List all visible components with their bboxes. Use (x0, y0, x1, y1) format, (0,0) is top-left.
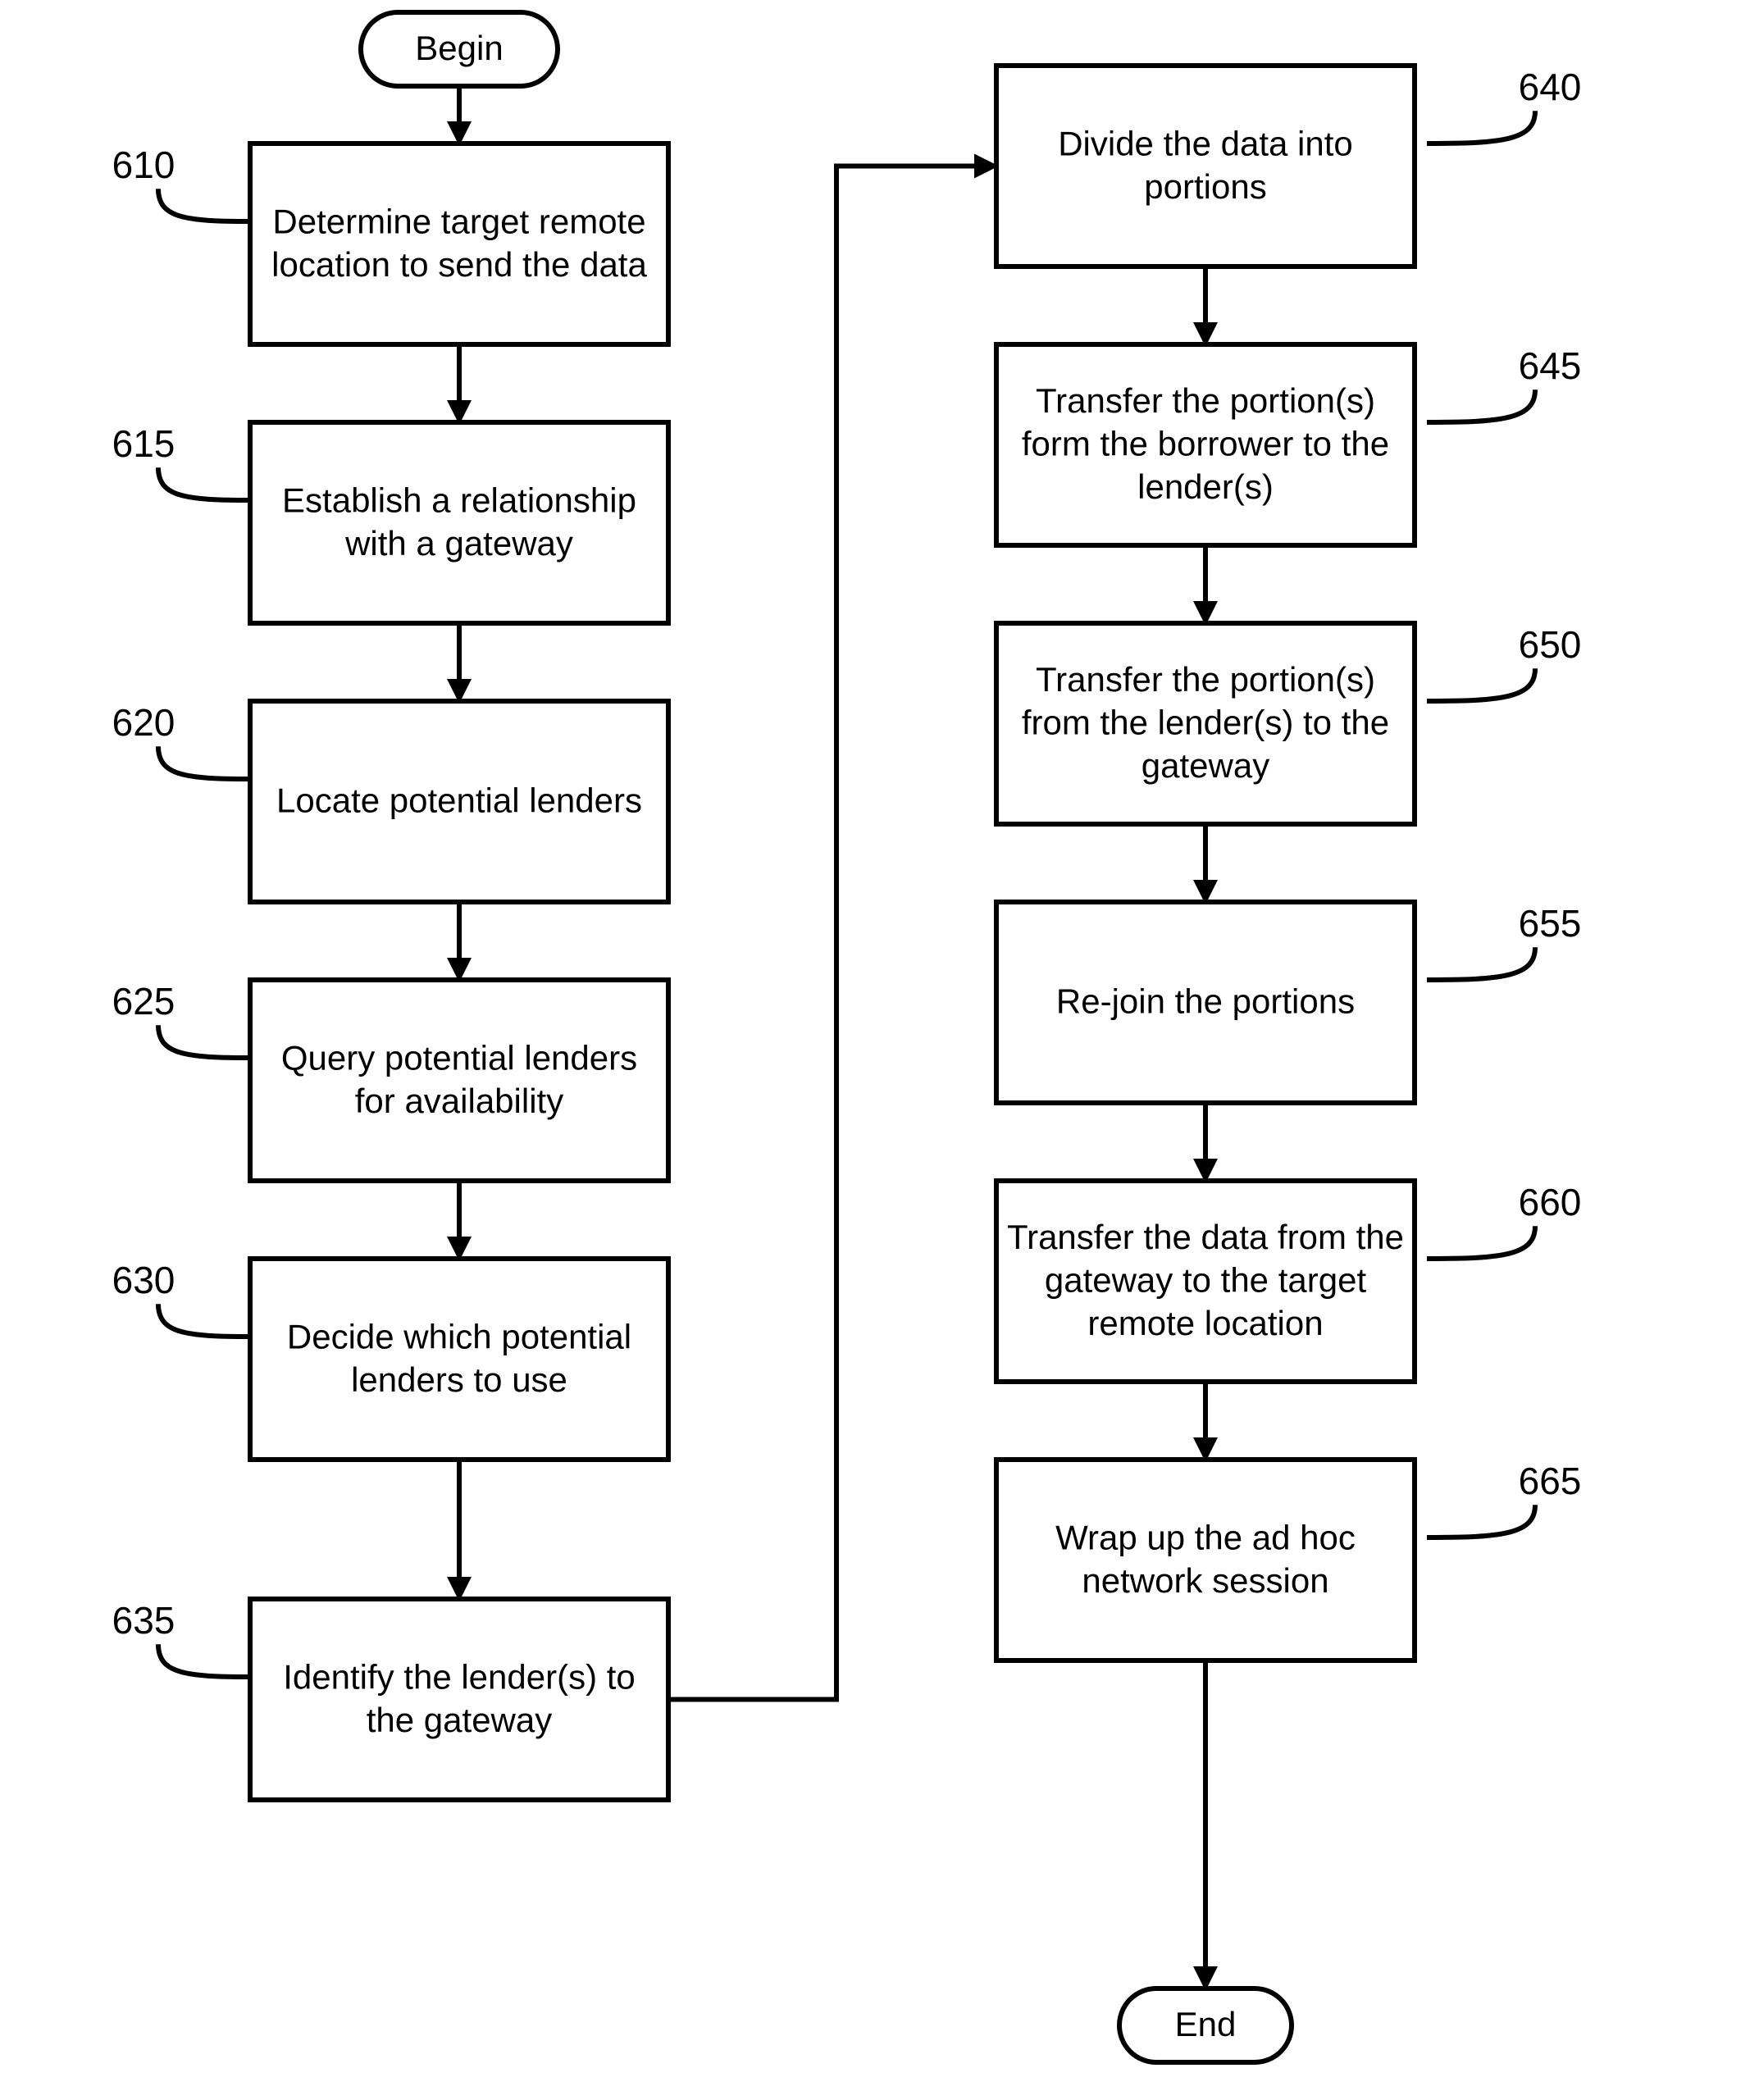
node-n660-line-0: Transfer the data from the (1007, 1218, 1404, 1256)
flowchart-canvas: Begin End Determine target remote location … (0, 0, 1759, 2100)
node-n610-line-1: location to send the data (271, 245, 647, 284)
node-n620: Locate potential lenders (250, 701, 668, 902)
ref-label-645-leader (1427, 389, 1535, 422)
ref-label-655-text: 655 (1519, 902, 1582, 945)
node-n665: Wrap up the ad hoc network session (996, 1460, 1415, 1660)
node-n645-line-1: form the borrower to the (1022, 425, 1389, 463)
node-n660-line-2: remote location (1087, 1304, 1323, 1342)
node-n650-line-0: Transfer the portion(s) (1036, 660, 1375, 699)
ref-label-665-leader (1427, 1505, 1535, 1537)
ref-label-620-text: 620 (112, 701, 175, 744)
node-n665-line-1: network session (1082, 1561, 1328, 1600)
terminator-begin: Begin (361, 12, 558, 86)
node-n630-line-0: Decide which potential (287, 1317, 631, 1355)
ref-label-660-text: 660 (1519, 1181, 1582, 1223)
node-n645-line-2: lender(s) (1137, 467, 1274, 506)
edge-n635-n640 (668, 166, 996, 1700)
node-n640: Divide the data into portions (996, 66, 1415, 266)
node-n620-line-0: Locate potential lenders (276, 781, 642, 820)
node-n630: Decide which potential lenders to use (250, 1259, 668, 1460)
node-n615-line-0: Establish a relationship (282, 481, 636, 519)
ref-label-615-text: 615 (112, 422, 175, 465)
ref-label-650: 650 (1427, 623, 1581, 701)
ref-label-620-leader (158, 746, 250, 779)
node-n615-line-1: with a gateway (344, 524, 573, 563)
ref-label-635-text: 635 (112, 1599, 175, 1642)
ref-label-640-leader (1427, 111, 1535, 143)
ref-label-625-text: 625 (112, 980, 175, 1023)
ref-label-635-leader (158, 1644, 250, 1677)
node-n640-line-0: Divide the data into (1058, 124, 1353, 162)
ref-label-625: 625 (112, 980, 250, 1058)
ref-label-630-text: 630 (112, 1259, 175, 1301)
node-n640-line-1: portions (1144, 167, 1266, 206)
ref-label-630-leader (158, 1304, 250, 1337)
node-n635-line-0: Identify the lender(s) to (283, 1657, 636, 1696)
ref-label-610: 610 (112, 143, 250, 221)
ref-label-650-leader (1427, 668, 1535, 701)
node-n645-line-0: Transfer the portion(s) (1036, 381, 1375, 420)
ref-label-625-leader (158, 1025, 250, 1058)
node-n650: Transfer the portion(s) from the lender(s… (996, 623, 1415, 824)
node-n655-line-0: Re-join the portions (1056, 982, 1355, 1021)
terminator-end-label: End (1175, 2005, 1237, 2043)
ref-label-635: 635 (112, 1599, 250, 1677)
node-n630-line-1: lenders to use (351, 1360, 567, 1399)
ref-label-640: 640 (1427, 66, 1581, 143)
node-n625-line-1: for availability (355, 1082, 563, 1120)
node-n625: Query potential lenders for availability (250, 980, 668, 1181)
node-n660-line-1: gateway to the target (1045, 1261, 1367, 1300)
node-n655: Re-join the portions (996, 902, 1415, 1103)
node-n660: Transfer the data from the gateway to the… (996, 1181, 1415, 1382)
ref-label-655-leader (1427, 947, 1535, 980)
node-n650-line-2: gateway (1142, 746, 1269, 785)
ref-label-665-text: 665 (1519, 1460, 1582, 1502)
node-n635: Identify the lender(s) to the gateway (250, 1599, 668, 1800)
node-n625-line-0: Query potential lenders (281, 1038, 637, 1077)
ref-label-660: 660 (1427, 1181, 1581, 1259)
ref-label-660-leader (1427, 1226, 1535, 1259)
node-n610-line-0: Determine target remote (272, 202, 645, 240)
ref-label-645: 645 (1427, 344, 1581, 422)
node-n610: Determine target remote location to send … (250, 143, 668, 344)
node-n615: Establish a relationship with a gateway (250, 422, 668, 623)
node-n645: Transfer the portion(s) form the borrower… (996, 344, 1415, 545)
node-n650-line-1: from the lender(s) to the (1022, 704, 1389, 742)
ref-label-645-text: 645 (1519, 344, 1582, 387)
node-n665-line-0: Wrap up the ad hoc (1055, 1518, 1356, 1556)
ref-label-630: 630 (112, 1259, 250, 1337)
node-n635-line-1: the gateway (367, 1701, 553, 1739)
ref-label-610-text: 610 (112, 143, 175, 186)
ref-label-615: 615 (112, 422, 250, 500)
ref-label-615-leader (158, 467, 250, 500)
ref-label-640-text: 640 (1519, 66, 1582, 108)
ref-label-655: 655 (1427, 902, 1581, 980)
ref-label-665: 665 (1427, 1460, 1581, 1537)
terminator-end: End (1119, 1988, 1292, 2062)
ref-label-620: 620 (112, 701, 250, 779)
ref-label-610-leader (158, 189, 250, 221)
ref-label-650-text: 650 (1519, 623, 1582, 666)
terminator-begin-label: Begin (415, 29, 503, 67)
